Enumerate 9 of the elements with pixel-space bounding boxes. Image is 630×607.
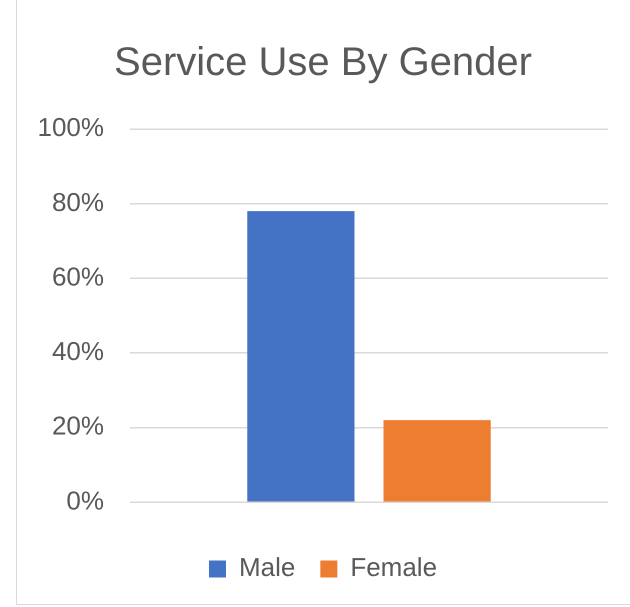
- y-tick-label: 80%: [52, 186, 104, 217]
- chart-title: Service Use By Gender: [114, 40, 532, 84]
- y-tick-label: 100%: [38, 112, 104, 142]
- y-tick-label: 20%: [52, 410, 104, 441]
- y-tick-label: 0%: [66, 485, 104, 516]
- y-tick-label: 40%: [52, 336, 104, 366]
- legend-label: Female: [350, 552, 438, 582]
- y-tick-label: 60%: [52, 261, 104, 292]
- legend-label: Male: [238, 552, 296, 582]
